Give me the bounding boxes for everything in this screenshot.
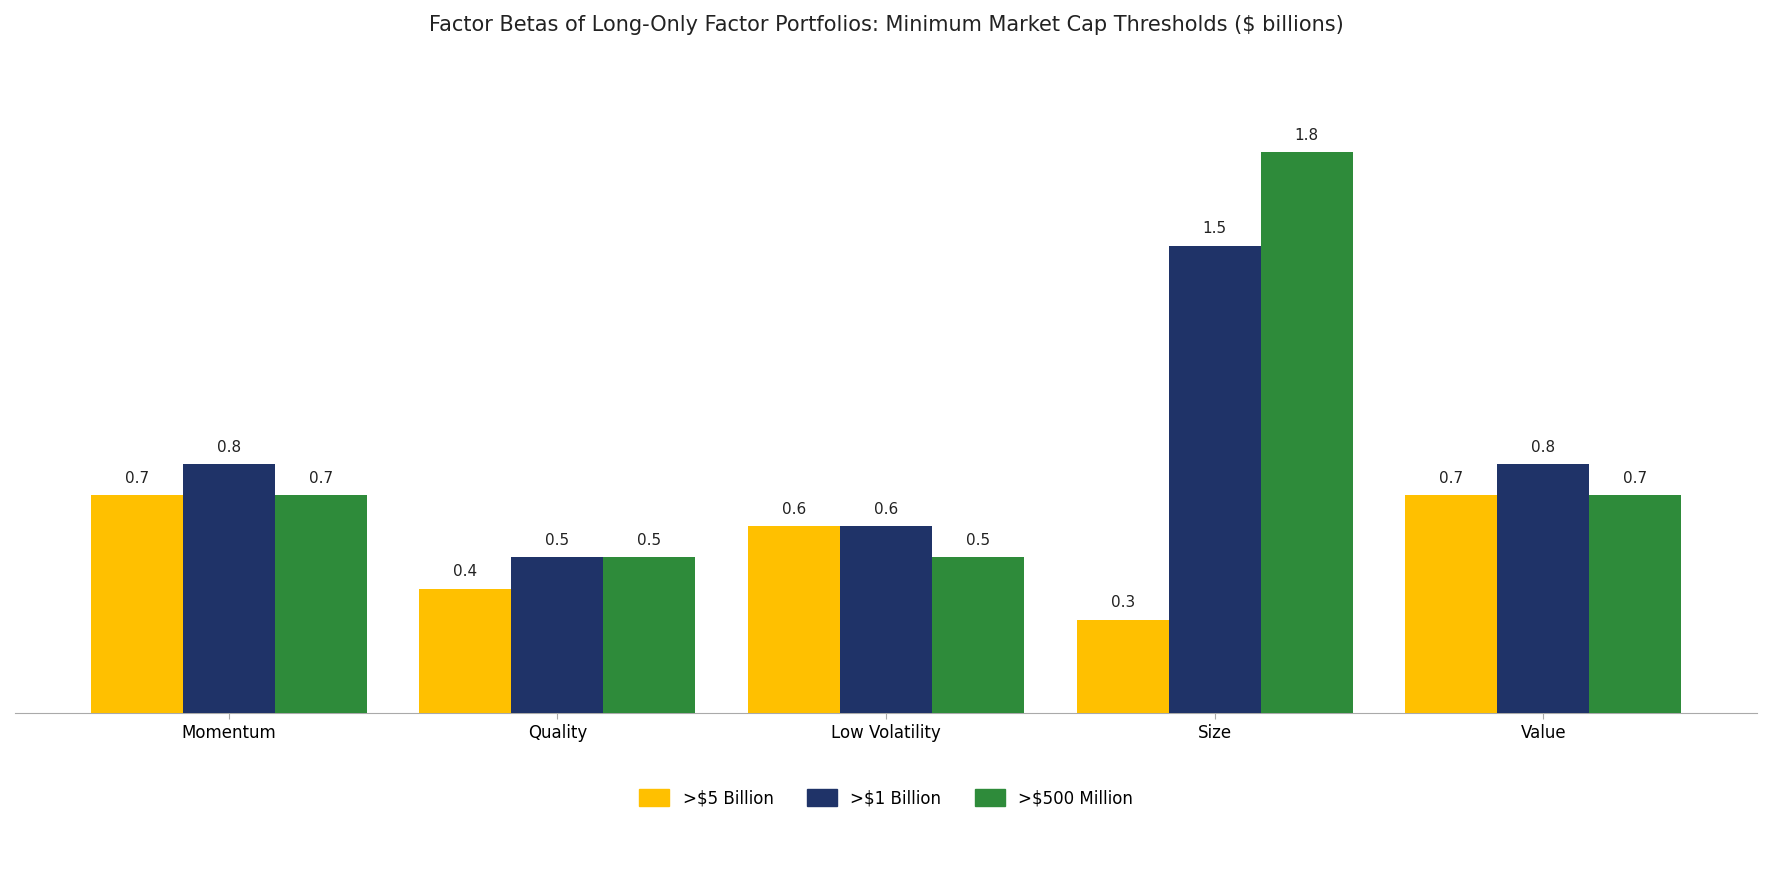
Text: 1.5: 1.5 [1203, 222, 1226, 237]
Bar [1589, 495, 1682, 713]
Bar [90, 495, 183, 713]
Bar [932, 557, 1024, 713]
Text: 0.4: 0.4 [454, 564, 477, 579]
Text: 0.7: 0.7 [1439, 470, 1464, 486]
Text: 0.3: 0.3 [1111, 595, 1134, 610]
Text: 0.8: 0.8 [1531, 439, 1556, 455]
Bar [1077, 620, 1170, 713]
Text: 0.7: 0.7 [1623, 470, 1648, 486]
Bar [748, 526, 840, 713]
Bar [183, 464, 275, 713]
Text: 0.5: 0.5 [546, 533, 569, 548]
Bar [1405, 495, 1497, 713]
Text: 0.7: 0.7 [124, 470, 149, 486]
Bar [1170, 245, 1260, 713]
Text: 0.5: 0.5 [966, 533, 991, 548]
Text: 1.8: 1.8 [1295, 128, 1318, 143]
Bar [512, 557, 602, 713]
Title: Factor Betas of Long-Only Factor Portfolios: Minimum Market Cap Thresholds ($ bi: Factor Betas of Long-Only Factor Portfol… [429, 15, 1343, 35]
Text: 0.8: 0.8 [216, 439, 241, 455]
Bar [420, 588, 512, 713]
Bar [275, 495, 367, 713]
Legend: >$5 Billion, >$1 Billion, >$500 Million: >$5 Billion, >$1 Billion, >$500 Million [631, 781, 1141, 815]
Bar [840, 526, 932, 713]
Text: 0.6: 0.6 [781, 502, 806, 517]
Bar [1497, 464, 1589, 713]
Bar [1260, 152, 1352, 713]
Text: 0.6: 0.6 [874, 502, 898, 517]
Text: 0.5: 0.5 [638, 533, 661, 548]
Bar [602, 557, 695, 713]
Text: 0.7: 0.7 [308, 470, 333, 486]
